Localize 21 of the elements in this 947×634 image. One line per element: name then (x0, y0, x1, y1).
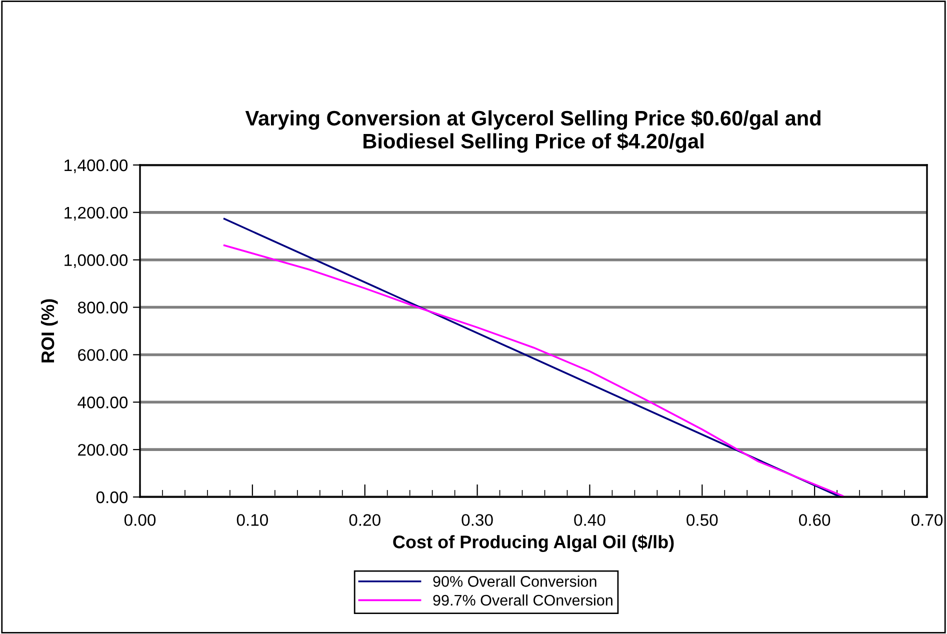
y-tick-label: 1,000.00 (64, 254, 128, 268)
x-tick-label: 0.60 (799, 514, 830, 526)
y-tick-label: 800.00 (78, 302, 128, 314)
y-tick-label: 200.00 (78, 444, 128, 456)
y-tick-label: 1,400.00 (64, 159, 128, 174)
y-tick-label: 600.00 (78, 349, 128, 361)
x-axis-title: Cost of Producing Algal Oil ($/lb) (393, 534, 674, 552)
y-tick-label: 0.00 (96, 491, 128, 504)
y-tick-label: 1,200.00 (64, 206, 128, 221)
x-tick-label: 0.70 (911, 514, 943, 526)
chart-title: Varying Conversion at Glycerol Selling Price $0.60/gal and Biodiesel Selling Price of $4.20/gal (245, 110, 820, 153)
x-tick-label: 0.20 (349, 514, 380, 526)
x-tick-label: 0.10 (236, 514, 268, 526)
y-tick-label: 400.00 (78, 396, 128, 408)
x-tick-label: 0.30 (462, 514, 493, 526)
x-tick-label: 0.00 (124, 514, 156, 526)
x-tick-label: 0.50 (686, 514, 718, 526)
legend-label: 90% Overall Conversion (433, 576, 596, 587)
x-tick-label: 0.40 (574, 514, 606, 526)
legend-label: 99.7% Overall COnversion (433, 594, 612, 606)
y-axis-title: ROI (%) (40, 299, 58, 362)
